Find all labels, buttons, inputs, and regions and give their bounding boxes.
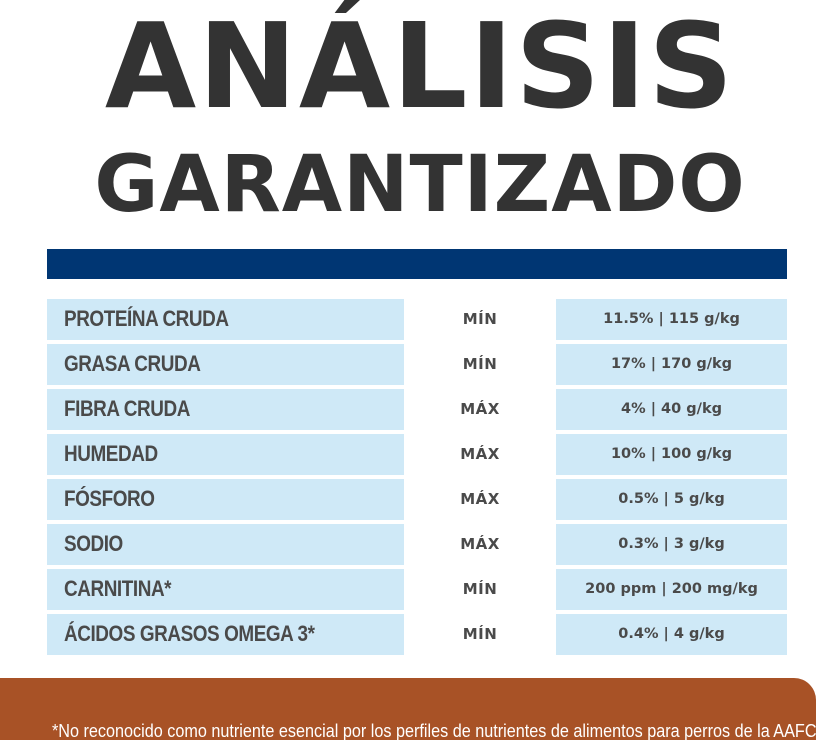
table-row: ÁCIDOS GRASOS OMEGA 3* MÍN 0.4% | 4 g/kg — [47, 614, 787, 655]
nutrient-value: 10% | 100 g/kg — [556, 434, 787, 475]
header-divider-bar — [47, 249, 787, 279]
nutrient-name: PROTEÍNA CRUDA — [47, 299, 404, 340]
guaranteed-analysis-table: PROTEÍNA CRUDA MÍN 11.5% | 115 g/kg GRAS… — [47, 299, 787, 659]
limit-type: MÍN — [462, 355, 498, 374]
nutrient-value: 11.5% | 115 g/kg — [556, 299, 787, 340]
limit-type: MÁX — [460, 400, 500, 419]
nutrient-name: GRASA CRUDA — [47, 344, 404, 385]
limit-type: MÍN — [462, 310, 498, 329]
nutrient-name: FÓSFORO — [47, 479, 404, 520]
limit-type: MÁX — [460, 535, 500, 554]
nutrient-value: 0.4% | 4 g/kg — [556, 614, 787, 655]
limit-type: MÁX — [460, 490, 500, 509]
table-row: HUMEDAD MÁX 10% | 100 g/kg — [47, 434, 787, 475]
nutrient-name: SODIO — [47, 524, 404, 565]
table-row: PROTEÍNA CRUDA MÍN 11.5% | 115 g/kg — [47, 299, 787, 340]
page-subtitle: GARANTIZADO — [94, 140, 746, 230]
table-row: SODIO MÁX 0.3% | 3 g/kg — [47, 524, 787, 565]
footnote: *No reconocido como nutriente esencial p… — [52, 721, 834, 740]
limit-type: MÁX — [460, 445, 500, 464]
table-row: FIBRA CRUDA MÁX 4% | 40 g/kg — [47, 389, 787, 430]
nutrient-value: 0.3% | 3 g/kg — [556, 524, 787, 565]
limit-type: MÍN — [462, 625, 498, 644]
nutrient-name: FIBRA CRUDA — [47, 389, 404, 430]
footer-band — [0, 678, 816, 740]
table-row: CARNITINA* MÍN 200 ppm | 200 mg/kg — [47, 569, 787, 610]
nutrient-name: CARNITINA* — [47, 569, 404, 610]
table-row: GRASA CRUDA MÍN 17% | 170 g/kg — [47, 344, 787, 385]
nutrient-value: 0.5% | 5 g/kg — [556, 479, 787, 520]
nutrient-name: ÁCIDOS GRASOS OMEGA 3* — [47, 614, 404, 655]
page-title: ANÁLISIS — [104, 0, 736, 135]
limit-type: MÍN — [462, 580, 498, 599]
nutrient-value: 4% | 40 g/kg — [556, 389, 787, 430]
table-row: FÓSFORO MÁX 0.5% | 5 g/kg — [47, 479, 787, 520]
nutrient-value: 200 ppm | 200 mg/kg — [556, 569, 787, 610]
nutrient-name: HUMEDAD — [47, 434, 404, 475]
nutrient-value: 17% | 170 g/kg — [556, 344, 787, 385]
